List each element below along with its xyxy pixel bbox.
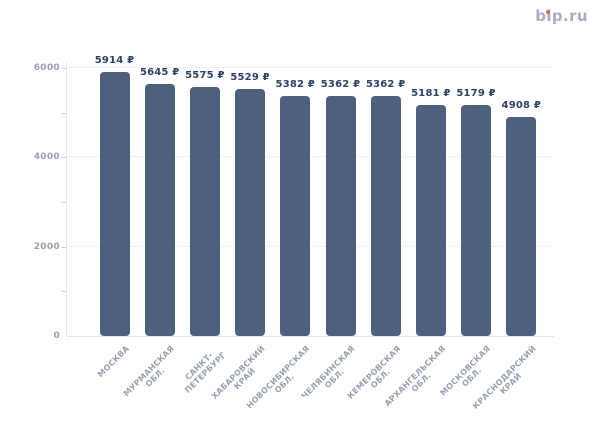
bar-value-label: 4908 ₽	[501, 100, 542, 111]
bar-value-label: 5382 ₽	[275, 79, 316, 90]
bar[interactable]	[325, 96, 356, 336]
y-gridline	[67, 156, 554, 158]
y-axis-tick	[61, 291, 66, 293]
bar[interactable]	[415, 105, 446, 336]
x-axis-line	[66, 336, 554, 337]
y-axis-tick-label: 6000	[33, 63, 60, 73]
bar-value-label: 5181 ₽	[411, 88, 451, 99]
bar-value-label: 5529 ₽	[230, 72, 270, 83]
y-gridline	[67, 67, 554, 68]
y-axis-tick-label: 2000	[33, 241, 60, 252]
y-axis-tick	[61, 68, 66, 69]
y-axis-tick	[61, 246, 66, 248]
logo-i-dot	[546, 10, 551, 14]
logo[interactable]: bip.ru	[535, 8, 588, 25]
bar[interactable]	[280, 96, 311, 336]
bar[interactable]	[506, 117, 537, 336]
bar[interactable]	[189, 87, 220, 336]
bar-value-label: 5645 ₽	[139, 67, 180, 78]
y-axis-tick	[61, 157, 66, 159]
bar[interactable]	[235, 89, 266, 336]
y-axis-tick	[61, 112, 66, 114]
y-axis-tick-label: 4000	[33, 152, 60, 163]
bar[interactable]	[99, 72, 130, 336]
logo-text: bip.ru	[535, 7, 588, 25]
y-axis-tick-label: 0	[53, 331, 60, 341]
bar-value-label: 5362 ₽	[365, 79, 406, 90]
x-category-label-line: МОСКВА	[95, 344, 131, 380]
y-axis-line	[66, 62, 67, 336]
y-axis-tick	[61, 202, 66, 203]
bar-value-label: 5914 ₽	[94, 55, 135, 66]
bar-value-label: 5575 ₽	[185, 70, 225, 81]
bar-value-label: 5179 ₽	[456, 88, 496, 99]
bar-value-label: 5362 ₽	[320, 79, 361, 90]
bar[interactable]	[461, 105, 492, 336]
x-category-label: МУРМАНСКАЯ ОБЛ.	[122, 344, 183, 405]
y-gridline	[67, 245, 554, 247]
bar[interactable]	[370, 96, 401, 336]
x-category-label: МОСКВА	[96, 344, 131, 379]
bar[interactable]	[144, 84, 175, 336]
